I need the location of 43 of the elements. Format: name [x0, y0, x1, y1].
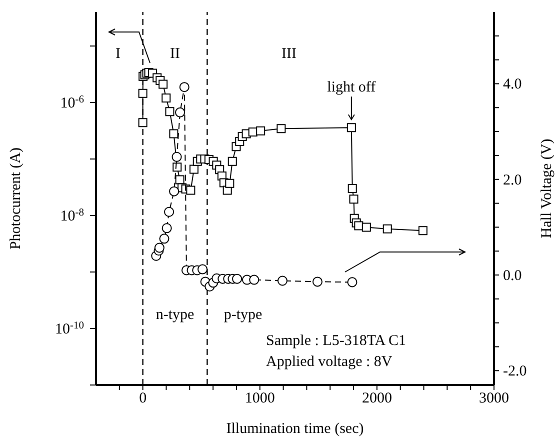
y-axis-title: Photocurrent (A)	[8, 147, 24, 250]
annotation: II	[170, 46, 180, 62]
y-tick-label: 10$^{-6}$	[60, 94, 84, 112]
x-tick-label: 3000	[479, 390, 509, 407]
point	[225, 178, 234, 188]
y-tick-label: 10$^{-10}$	[55, 320, 84, 338]
y-tick-label: 10$^{-8}$	[60, 207, 84, 225]
point	[228, 156, 237, 166]
point	[346, 123, 356, 132]
point	[138, 118, 148, 128]
x-tick-label: 0	[139, 390, 147, 407]
y2-axis-title: Hall Voltage (V)	[539, 138, 555, 238]
point	[138, 88, 148, 98]
point	[162, 94, 171, 103]
point	[165, 107, 174, 116]
annotation: Sample : L5-318TA C1	[266, 333, 406, 349]
point	[382, 224, 392, 234]
point	[256, 126, 266, 136]
annotation: n-type	[156, 307, 194, 323]
y2-tick-label: 4.0	[503, 76, 522, 93]
x-tick-label: 2000	[362, 390, 392, 407]
x-axis-title: Illumination time (sec)	[226, 421, 364, 437]
point	[362, 222, 371, 232]
y2-tick-label: 0.0	[503, 268, 522, 284]
point	[349, 194, 358, 204]
point	[186, 186, 196, 195]
annotation: I	[116, 46, 120, 62]
x-tick-label: 1000	[244, 390, 275, 407]
point	[172, 162, 182, 172]
point	[158, 80, 168, 89]
point	[276, 124, 286, 134]
annotation: III	[282, 46, 296, 62]
point	[354, 221, 364, 230]
point	[175, 175, 184, 184]
annotation: Applied voltage : 8V	[266, 354, 392, 370]
point	[348, 184, 357, 194]
point	[189, 164, 198, 174]
annotation: p-type	[224, 307, 262, 323]
y2-tick-label: 2.0	[503, 172, 522, 188]
point	[418, 226, 428, 236]
y2-tick-label: -2.0	[503, 364, 527, 380]
annotation: light off	[327, 80, 376, 96]
point	[169, 129, 178, 138]
